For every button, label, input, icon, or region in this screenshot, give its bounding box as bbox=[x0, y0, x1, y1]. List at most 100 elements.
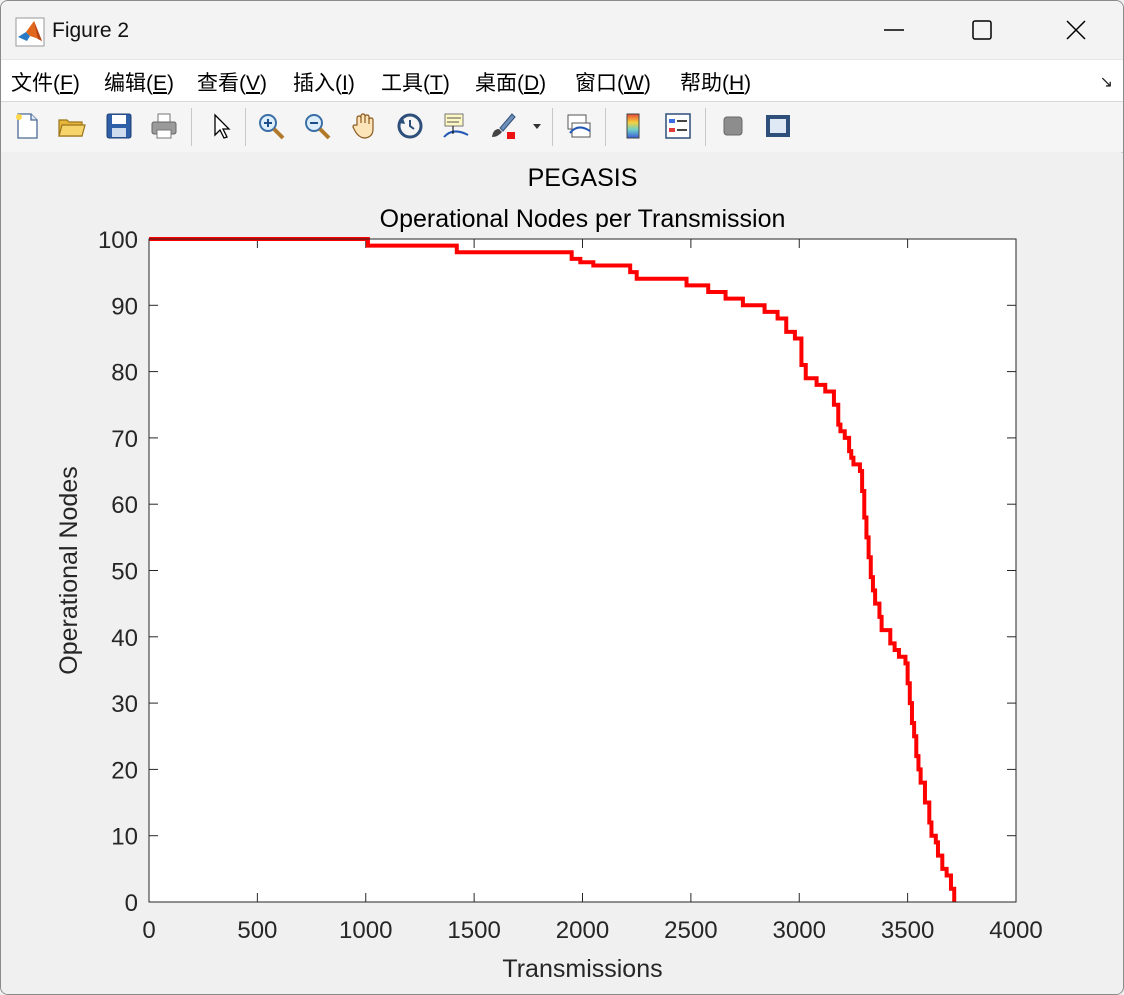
pan-button[interactable] bbox=[346, 108, 382, 144]
hide-plot-tools-button[interactable] bbox=[715, 108, 751, 144]
menu-tools-key: T bbox=[430, 72, 443, 95]
figure-toolbar bbox=[1, 101, 1123, 153]
dock-figure-icon[interactable]: ↘ bbox=[1099, 74, 1113, 91]
rotate-3d-button[interactable] bbox=[392, 108, 428, 144]
y-tick-label: 80 bbox=[111, 360, 138, 387]
y-tick-label: 90 bbox=[111, 293, 138, 320]
toolbar-separator bbox=[605, 108, 606, 146]
toolbar-separator bbox=[552, 108, 553, 146]
menu-file-label: 文件( bbox=[11, 72, 60, 95]
axes-box bbox=[148, 238, 1017, 903]
menu-help-key: H bbox=[729, 72, 745, 95]
y-tick-label: 50 bbox=[111, 559, 138, 586]
window-title: Figure 2 bbox=[52, 19, 130, 42]
show-plot-tools-button[interactable] bbox=[760, 108, 796, 144]
chart-subtitle: Operational Nodes per Transmission bbox=[380, 205, 786, 233]
pan-hand-icon bbox=[352, 113, 374, 139]
x-tick-label: 3500 bbox=[881, 917, 934, 944]
menu-insert-key: I bbox=[342, 72, 348, 95]
open-file-button[interactable] bbox=[53, 108, 89, 144]
zoom-out-button[interactable] bbox=[299, 108, 335, 144]
menu-help-label: 帮助( bbox=[680, 72, 729, 95]
menu-tools[interactable]: 工具(T) bbox=[381, 67, 450, 97]
menu-edit-key: E bbox=[153, 72, 168, 95]
zoom-in-button[interactable] bbox=[253, 108, 289, 144]
y-axis-label: Operational Nodes bbox=[55, 466, 83, 674]
menu-view-end: ) bbox=[260, 72, 268, 95]
minimize-button[interactable] bbox=[871, 9, 917, 51]
x-tick-label: 500 bbox=[237, 917, 277, 944]
x-tick-label: 1000 bbox=[339, 917, 392, 944]
chart-title: PEGASIS bbox=[528, 164, 638, 192]
menu-help[interactable]: 帮助(H) bbox=[680, 67, 751, 97]
menu-desktop-label: 桌面( bbox=[475, 72, 524, 95]
brush-dropdown-button[interactable] bbox=[527, 108, 547, 144]
toolbar-separator bbox=[191, 108, 192, 146]
dropdown-arrow-icon bbox=[533, 124, 541, 129]
zoom-in-icon bbox=[259, 114, 285, 140]
link-plot-button[interactable] bbox=[561, 108, 597, 144]
menu-insert-label: 插入( bbox=[293, 72, 342, 95]
print-button[interactable] bbox=[146, 108, 182, 144]
menu-file-end: ) bbox=[72, 72, 80, 95]
title-bar[interactable]: Figure 2 bbox=[1, 1, 1123, 59]
save-button[interactable] bbox=[101, 108, 137, 144]
menu-edit-end: ) bbox=[167, 72, 175, 95]
print-icon bbox=[151, 113, 177, 139]
maximize-icon bbox=[972, 20, 992, 40]
menu-desktop-key: D bbox=[524, 72, 540, 95]
y-tick-label: 20 bbox=[111, 757, 138, 784]
menu-desktop-end: ) bbox=[539, 72, 547, 95]
figure-canvas[interactable]: 0 500 1000 1500 2000 2500 3000 3500 4000 0 10 20 30 4… bbox=[1, 152, 1121, 994]
y-tick-label: 0 bbox=[125, 890, 138, 917]
rotate-3d-icon bbox=[397, 113, 423, 139]
x-tick-label: 2000 bbox=[556, 917, 609, 944]
y-tick-label: 100 bbox=[98, 227, 138, 254]
close-icon bbox=[1066, 20, 1086, 40]
brush-button[interactable] bbox=[485, 108, 521, 144]
y-tick-label: 10 bbox=[111, 824, 138, 851]
menu-desktop[interactable]: 桌面(D) bbox=[475, 67, 546, 97]
y-tick-label: 60 bbox=[111, 492, 138, 519]
y-tick-label: 40 bbox=[111, 625, 138, 652]
menu-view-key: V bbox=[246, 72, 261, 95]
toolbar-separator bbox=[245, 108, 246, 146]
chart[interactable]: 0 500 1000 1500 2000 2500 3000 3500 4000 0 10 20 30 4… bbox=[1, 152, 1121, 994]
matlab-logo-icon bbox=[15, 17, 45, 47]
x-tick-label: 3000 bbox=[773, 917, 826, 944]
y-tick-label: 70 bbox=[111, 426, 138, 453]
colorbar-icon bbox=[626, 113, 640, 139]
select-arrow-icon bbox=[214, 113, 231, 139]
select-button[interactable] bbox=[202, 108, 238, 144]
save-icon bbox=[106, 113, 132, 139]
plot-area bbox=[149, 239, 1016, 902]
open-file-icon bbox=[58, 119, 86, 137]
menu-file[interactable]: 文件(F) bbox=[11, 67, 80, 97]
menu-edit-label: 编辑( bbox=[104, 72, 153, 95]
data-cursor-icon bbox=[443, 113, 469, 138]
new-figure-button[interactable] bbox=[9, 108, 45, 144]
x-tick-label: 0 bbox=[142, 917, 155, 944]
menu-edit[interactable]: 编辑(E) bbox=[104, 67, 174, 97]
menu-tools-end: ) bbox=[442, 72, 450, 95]
x-tick-label: 4000 bbox=[989, 917, 1042, 944]
x-tick-label: 1500 bbox=[447, 917, 500, 944]
insert-legend-button[interactable] bbox=[660, 108, 696, 144]
menu-window-label: 窗口( bbox=[575, 72, 624, 95]
maximize-button[interactable] bbox=[959, 9, 1005, 51]
toolbar-separator bbox=[705, 108, 706, 146]
data-cursor-button[interactable] bbox=[438, 108, 474, 144]
menu-window[interactable]: 窗口(W) bbox=[575, 67, 651, 97]
menu-file-key: F bbox=[60, 72, 73, 95]
menu-insert-end: ) bbox=[347, 72, 355, 95]
minimize-icon bbox=[884, 29, 904, 31]
menu-view[interactable]: 查看(V) bbox=[197, 67, 267, 97]
insert-colorbar-button[interactable] bbox=[615, 108, 651, 144]
menu-insert[interactable]: 插入(I) bbox=[293, 67, 355, 97]
menu-help-end: ) bbox=[744, 72, 752, 95]
menu-view-label: 查看( bbox=[197, 72, 246, 95]
show-plot-tools-icon bbox=[766, 115, 790, 137]
series-line bbox=[149, 237, 957, 902]
close-button[interactable] bbox=[1053, 9, 1099, 51]
